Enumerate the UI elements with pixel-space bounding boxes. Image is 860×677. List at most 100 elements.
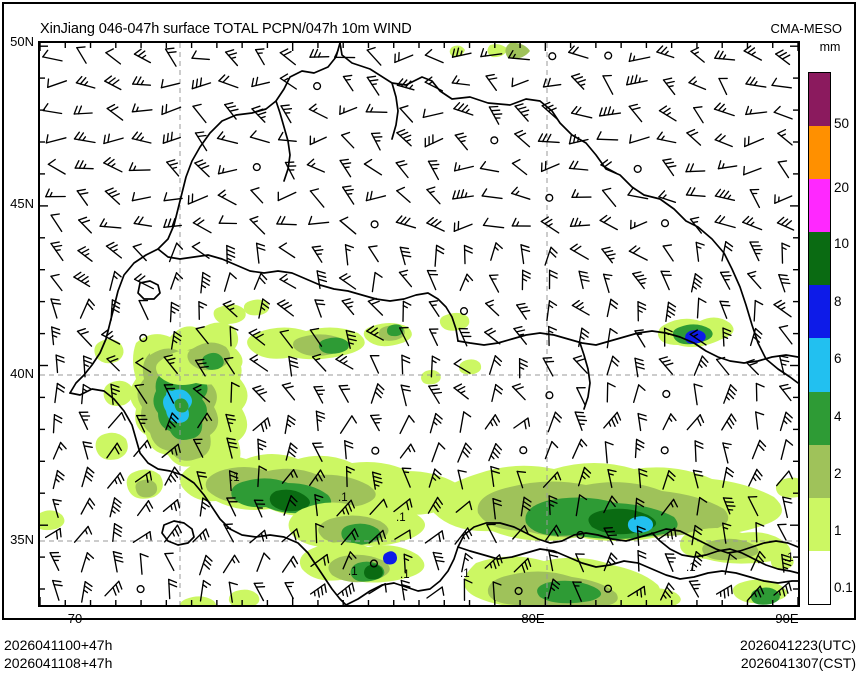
wind-barb-shaft bbox=[80, 552, 88, 573]
wind-barb-shaft bbox=[224, 103, 237, 120]
wind-barb-feather bbox=[289, 442, 298, 450]
wind-barb-shaft bbox=[52, 441, 62, 460]
wind-barb-shaft bbox=[107, 411, 123, 429]
wind-barb-shaft bbox=[537, 140, 560, 144]
wind-barb-shaft bbox=[542, 357, 554, 377]
wind-barb-feather bbox=[176, 242, 184, 250]
wind-barb-half-feather bbox=[521, 278, 528, 282]
wind-barb-feather bbox=[112, 586, 117, 596]
wind-barb-feather bbox=[335, 353, 344, 360]
wind-barb-shaft bbox=[251, 108, 266, 123]
wind-barb-shaft bbox=[279, 278, 297, 289]
wind-barb-feather bbox=[441, 530, 445, 540]
wind-barb-feather bbox=[781, 54, 791, 60]
wind-barb-half-feather bbox=[579, 83, 586, 87]
wind-barb-shaft bbox=[228, 470, 232, 492]
wind-barb-shaft bbox=[253, 582, 265, 602]
wind-barb-feather bbox=[311, 353, 322, 358]
wind-barb-feather bbox=[694, 440, 704, 445]
wind-barb-feather bbox=[229, 326, 239, 331]
wind-barb-feather bbox=[508, 50, 514, 59]
contour-label: .1 bbox=[784, 552, 794, 564]
colorbar[interactable] bbox=[808, 72, 831, 605]
wind-barb-feather bbox=[722, 190, 730, 199]
wind-barb-feather bbox=[777, 129, 787, 134]
wind-barb-feather bbox=[87, 525, 93, 535]
wind-barb-shaft bbox=[484, 331, 501, 345]
wind-barb-shaft bbox=[569, 224, 591, 227]
y-tick-50n: 50N bbox=[10, 34, 34, 49]
map-borders bbox=[69, 43, 798, 605]
wind-barb-shaft bbox=[223, 358, 235, 375]
wind-barb-half-feather bbox=[604, 277, 610, 280]
wind-barb-feather bbox=[576, 415, 586, 418]
wind-barb-shaft bbox=[722, 522, 727, 544]
wind-barb-feather bbox=[51, 330, 61, 335]
wind-barb-feather bbox=[726, 420, 733, 429]
wind-barb-feather bbox=[194, 358, 205, 362]
wind-barb-feather bbox=[434, 416, 442, 424]
wind-barb-feather bbox=[576, 79, 586, 84]
wind-barb-feather bbox=[47, 158, 56, 165]
wind-barb-shaft bbox=[514, 105, 529, 122]
wind-barb-shaft bbox=[284, 161, 295, 180]
wind-barb-shaft bbox=[541, 105, 558, 120]
wind-barb-feather bbox=[745, 358, 755, 363]
wind-barb-shaft bbox=[422, 112, 444, 119]
wind-barb-shaft bbox=[781, 242, 784, 264]
wind-barb-calm bbox=[369, 559, 378, 568]
wind-barb-shaft bbox=[249, 218, 266, 235]
page-title: XinJiang 046-047h surface TOTAL PCPN/047… bbox=[40, 21, 412, 37]
wind-barb-half-feather bbox=[317, 52, 321, 58]
wind-barb-feather bbox=[664, 161, 675, 165]
wind-barb-shaft bbox=[42, 56, 63, 62]
map-plot-area[interactable]: .1 .1 .1 .1 .1 .1 .1 .1 bbox=[38, 41, 800, 607]
wind-barb-feather bbox=[781, 242, 791, 248]
wind-barb-feather bbox=[608, 556, 616, 564]
wind-barb-shaft bbox=[492, 498, 496, 520]
wind-barb-shaft bbox=[575, 553, 585, 573]
wind-barb-shaft bbox=[779, 411, 787, 432]
wind-barb-feather bbox=[346, 334, 356, 338]
wind-barb-half-feather bbox=[230, 56, 237, 60]
wind-barb-feather bbox=[548, 554, 559, 558]
wind-barb-feather bbox=[778, 325, 789, 329]
colorbar-band-6-8 bbox=[809, 285, 830, 339]
wind-barb-feather bbox=[664, 590, 671, 598]
wind-barb-feather bbox=[745, 217, 754, 225]
wind-barb-feather bbox=[520, 309, 531, 313]
wind-barb-half-feather bbox=[578, 220, 582, 227]
wind-barb-feather bbox=[487, 330, 496, 336]
wind-barb-feather bbox=[721, 274, 732, 277]
wind-barb-shaft bbox=[665, 301, 670, 322]
wind-barb-feather bbox=[107, 190, 117, 195]
wind-barb-feather bbox=[430, 218, 438, 226]
colorbar-band-20-50 bbox=[809, 126, 830, 180]
wind-barb-shaft bbox=[218, 80, 239, 89]
wind-barb-feather bbox=[79, 77, 87, 85]
wind-barb-feather bbox=[432, 504, 439, 513]
wind-barb-feather bbox=[194, 131, 205, 134]
wind-barb-feather bbox=[52, 498, 62, 502]
wind-barb-feather bbox=[257, 438, 267, 444]
wind-barb-field bbox=[42, 45, 795, 603]
wind-barb-feather bbox=[111, 303, 121, 309]
wind-barb-half-feather bbox=[313, 590, 316, 597]
wind-barb-feather bbox=[551, 440, 559, 449]
wind-barb-feather bbox=[370, 300, 380, 305]
wind-barb-half-feather bbox=[252, 358, 259, 363]
wind-barb-feather bbox=[287, 414, 296, 421]
wind-barb-feather bbox=[196, 471, 206, 474]
wind-barb-shaft bbox=[628, 56, 651, 63]
wind-barb-feather bbox=[433, 555, 444, 559]
wind-barb-feather bbox=[289, 499, 297, 507]
wind-barb-feather bbox=[396, 186, 406, 192]
wind-barb-feather bbox=[693, 529, 702, 536]
wind-barb-half-feather bbox=[286, 423, 292, 428]
wind-barb-feather bbox=[309, 48, 314, 58]
wind-barb-feather bbox=[781, 587, 786, 597]
wind-barb-calm bbox=[604, 51, 613, 60]
wind-barb-shaft bbox=[691, 551, 697, 571]
wind-barb-shaft bbox=[99, 225, 122, 229]
wind-barb-feather bbox=[742, 215, 750, 223]
